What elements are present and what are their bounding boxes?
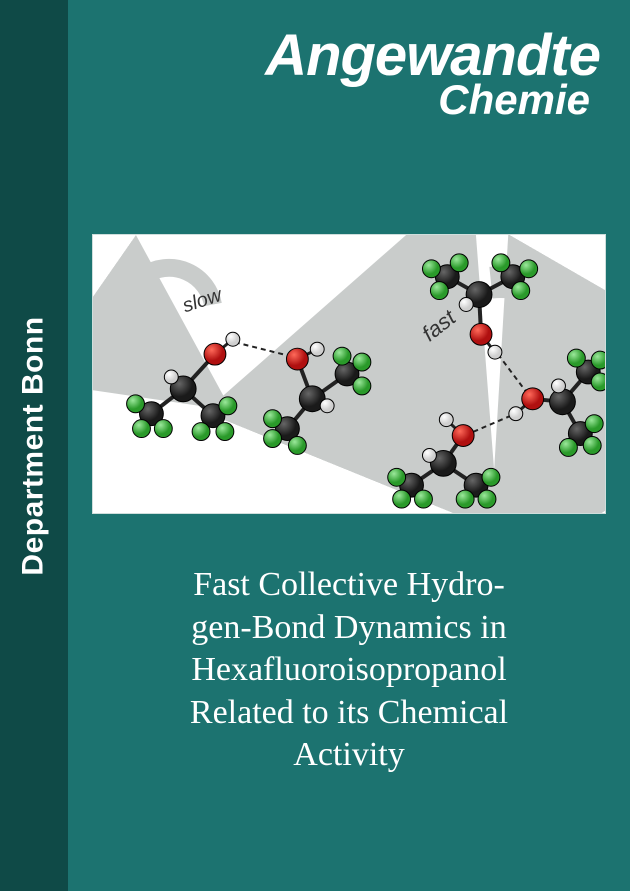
hbond-right-1 — [498, 354, 528, 394]
fast-arrow-2 — [393, 354, 531, 484]
sidebar: Department Bonn — [0, 0, 68, 891]
article-title: Fast Collective Hydro‐gen‐Bond Dynamics … — [68, 534, 630, 797]
hbond-right-2 — [469, 416, 511, 434]
molecule-right-top — [422, 254, 537, 359]
main-panel: Angewandte Chemie slow fast — [68, 0, 630, 891]
figure-panel: slow fast — [92, 234, 606, 514]
molecule-diagram: slow fast — [93, 235, 605, 513]
slow-label: slow — [180, 284, 226, 318]
journal-header: Angewandte Chemie — [68, 0, 630, 134]
sidebar-label: Department Bonn — [17, 316, 51, 575]
molecule-left-b — [264, 342, 371, 454]
fast-label: fast — [417, 304, 461, 346]
hbond-left — [235, 342, 291, 356]
journal-name: Angewandte — [98, 30, 600, 82]
